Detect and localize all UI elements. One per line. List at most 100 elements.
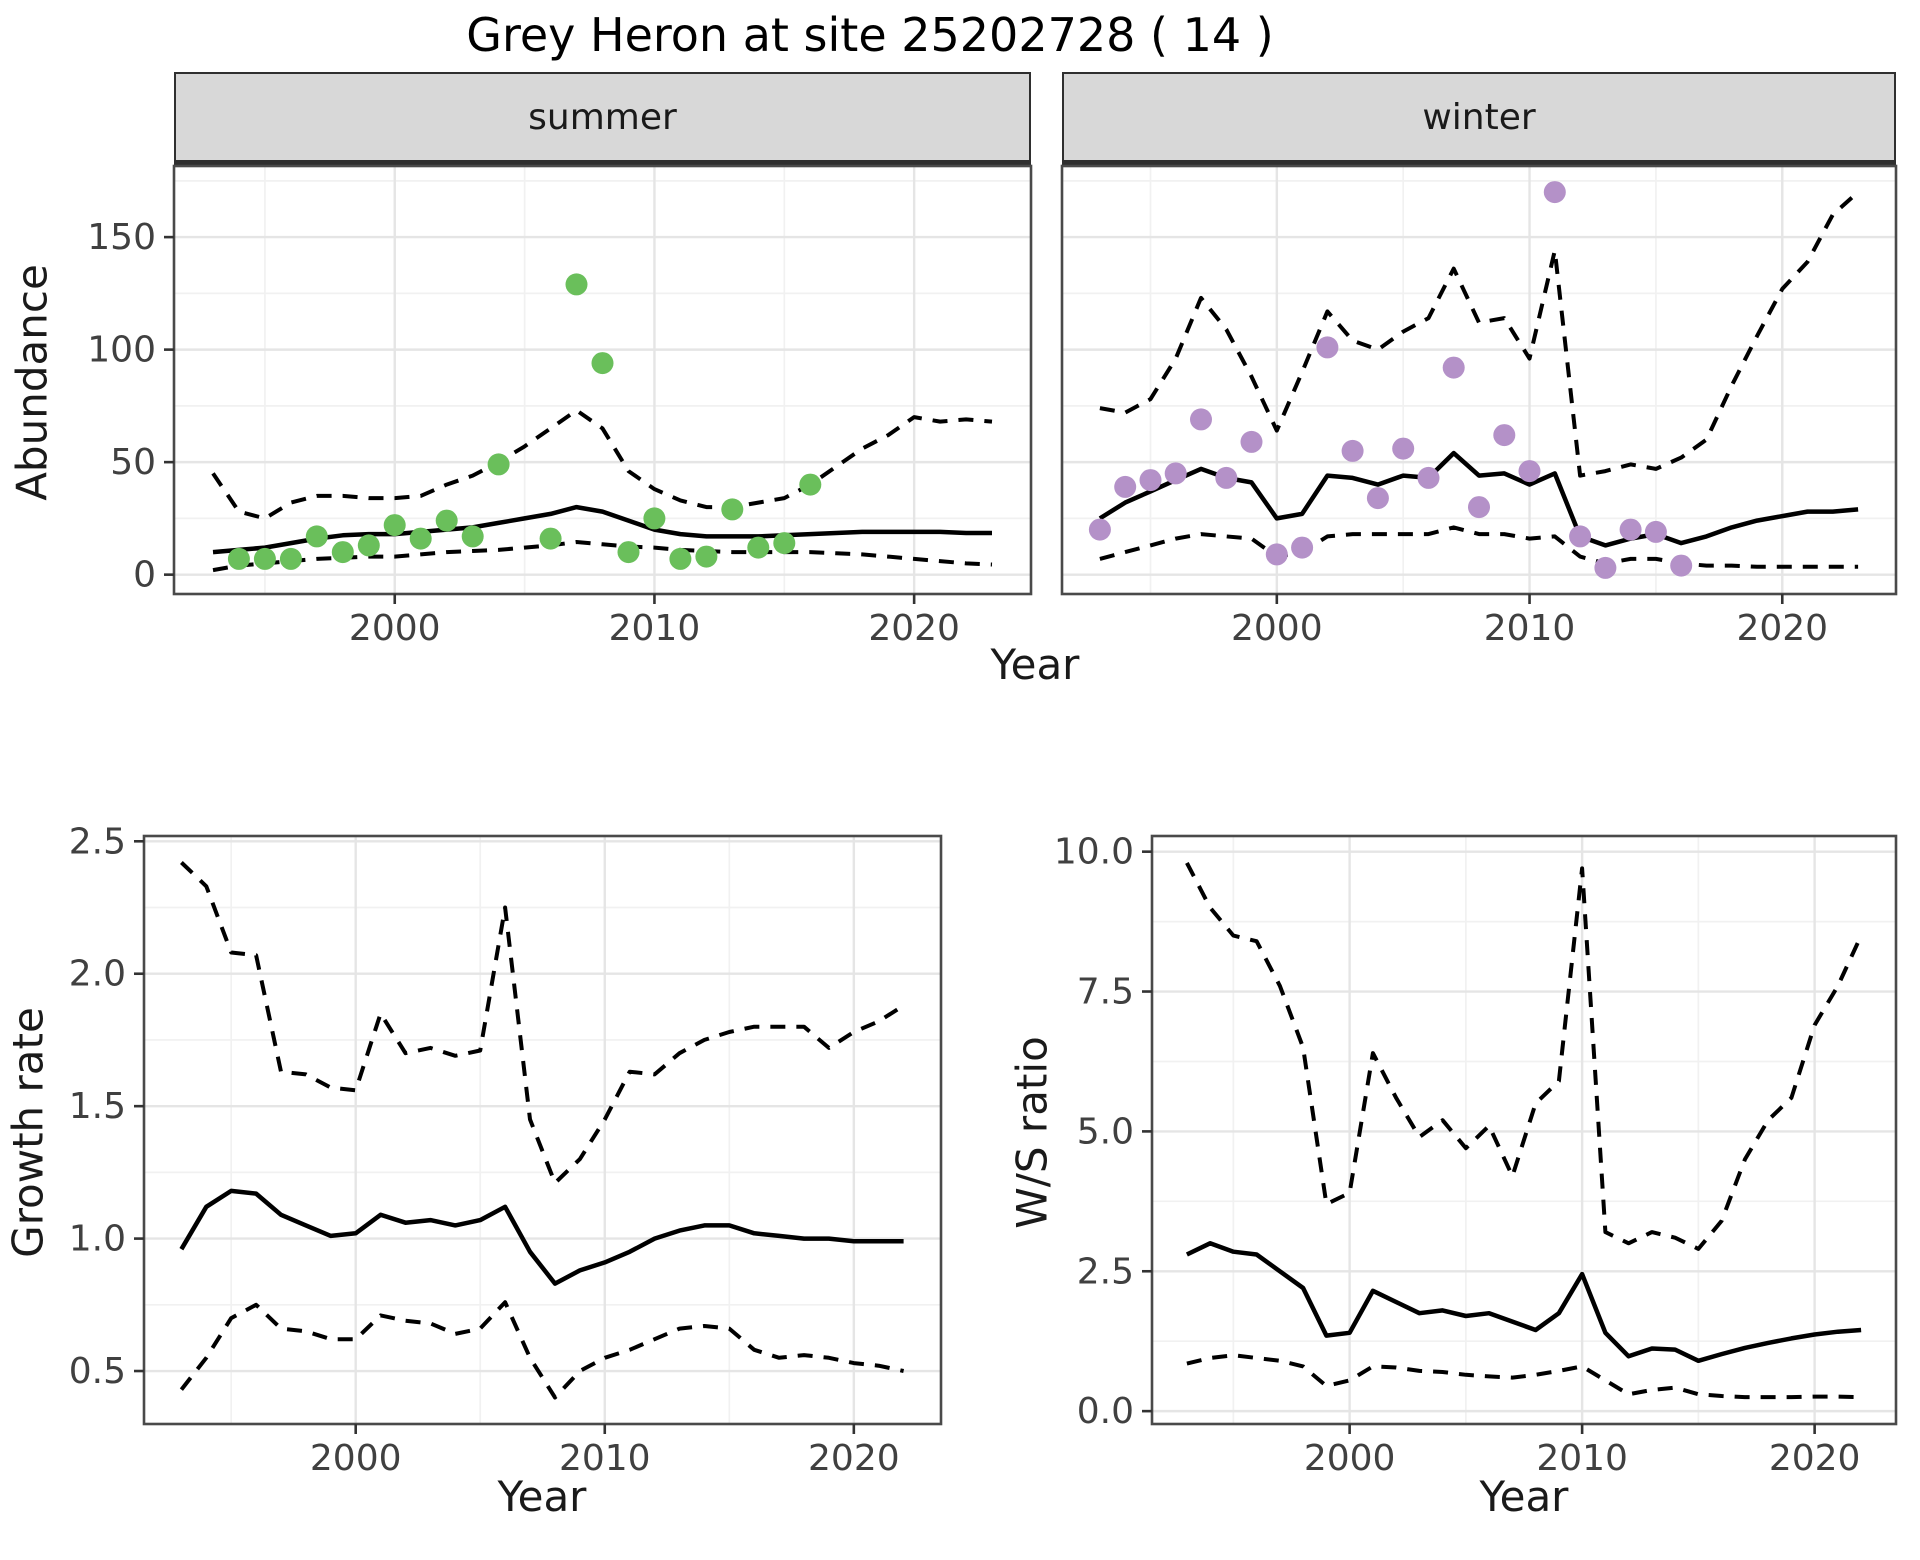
y-tick-label: 0	[133, 555, 156, 596]
x-tick-label: 2020	[868, 608, 960, 649]
series-trend	[1185, 1241, 1862, 1364]
facet-strip-winter: winter	[1062, 72, 1896, 166]
y-tick-label: 2.5	[69, 821, 126, 862]
observation-points	[1088, 181, 1693, 579]
growth-rate-plot: 2000 2010 2020 0.5 1.0 1.5 2.0 2.5	[69, 821, 943, 1479]
panel-border	[172, 164, 1033, 596]
y-tick-label: 0.5	[69, 1351, 126, 1392]
series-upper-ci	[211, 408, 993, 521]
ws-ratio-plot: 2000 2010 2020 0.0 2.5 5.0 7.5 10.0	[1054, 832, 1898, 1479]
y-axis-title-ws-ratio: W/S ratio	[1007, 1036, 1057, 1229]
data-point	[617, 541, 640, 564]
gridlines	[144, 836, 941, 1424]
panel-background	[144, 836, 941, 1424]
data-point	[1518, 460, 1541, 483]
data-point	[1442, 356, 1465, 379]
data-point	[461, 525, 484, 548]
data-point	[487, 453, 510, 476]
x-tick-label: 2010	[559, 1438, 651, 1479]
x-tick-label: 2020	[1769, 1438, 1861, 1479]
x-tick-label: 2010	[1536, 1438, 1628, 1479]
axis-ticks: 2000 2010 2020 0 50 100 150	[87, 217, 960, 649]
x-tick-label: 2000	[1304, 1438, 1396, 1479]
gridlines	[174, 166, 1031, 594]
figure-title: Grey Heron at site 25202728 ( 14 )	[466, 8, 1274, 62]
abundance-summer-plot: 2000 2010 2020 0 50 100 150	[87, 164, 1033, 649]
x-tick-label: 2000	[1231, 608, 1323, 649]
data-point	[227, 547, 250, 570]
series-lines	[1185, 861, 1863, 1400]
y-tick-label: 1.5	[69, 1086, 126, 1127]
panel-background	[1152, 836, 1896, 1424]
data-point	[1291, 536, 1314, 559]
data-point	[1569, 525, 1592, 548]
gridlines	[1062, 166, 1896, 594]
x-tick-label: 2010	[1484, 608, 1576, 649]
panel-border	[1150, 834, 1898, 1426]
data-point	[643, 507, 666, 530]
data-point	[1164, 462, 1187, 485]
facet-strip-summer: summer	[174, 72, 1031, 166]
data-point	[799, 473, 822, 496]
data-point	[721, 498, 744, 521]
y-tick-label: 5.0	[1077, 1111, 1134, 1152]
data-point	[357, 534, 380, 557]
data-point	[1468, 496, 1490, 519]
x-tick-label: 2000	[310, 1438, 402, 1479]
data-point	[747, 536, 770, 559]
data-point	[1392, 437, 1415, 460]
series-upper-ci	[1185, 861, 1863, 1251]
data-point	[1644, 520, 1667, 543]
data-point	[669, 547, 692, 570]
x-tick-label: 2010	[609, 608, 701, 649]
y-tick-label: 100	[87, 330, 156, 371]
x-axis-title-year-ws: Year	[1479, 1472, 1569, 1521]
series-lower-ci	[179, 1300, 905, 1400]
y-tick-label: 150	[87, 217, 156, 258]
series-trend	[179, 1188, 904, 1286]
data-point	[773, 532, 796, 555]
y-tick-label: 50	[110, 442, 156, 483]
abundance-winter-plot: 2000 2010 2020	[1060, 164, 1898, 649]
y-tick-label: 10.0	[1054, 832, 1134, 873]
data-point	[695, 545, 718, 568]
data-point	[435, 509, 458, 532]
axis-ticks: 2000 2010 2020 0.5 1.0 1.5 2.0 2.5	[69, 821, 900, 1479]
data-point	[1543, 181, 1566, 204]
data-point	[1417, 466, 1440, 489]
facet-strip-summer-label: summer	[528, 96, 677, 138]
data-point	[383, 514, 406, 537]
y-tick-label: 2.0	[69, 954, 126, 995]
data-point	[331, 541, 354, 564]
axis-ticks: 2000 2010 2020 0.0 2.5 5.0 7.5 10.0	[1054, 832, 1861, 1479]
series-lower-ci	[1186, 1353, 1862, 1400]
data-point	[1594, 556, 1617, 579]
data-point	[1114, 475, 1137, 498]
y-axis-title-growth-rate: Growth rate	[3, 1007, 53, 1258]
data-point	[1190, 408, 1212, 431]
data-point	[1619, 518, 1642, 541]
axis-ticks: 2000 2010 2020	[1231, 594, 1828, 649]
data-point	[565, 273, 588, 296]
data-point	[305, 525, 328, 548]
data-point	[1670, 554, 1693, 577]
series-upper-ci	[1099, 190, 1860, 478]
x-axis-title-year-top: Year	[990, 640, 1080, 689]
series-trend	[212, 504, 992, 555]
panel-border	[142, 834, 943, 1426]
data-point	[1265, 543, 1288, 566]
y-tick-label: 1.0	[69, 1219, 126, 1260]
data-point	[1493, 424, 1516, 447]
data-point	[539, 527, 562, 550]
x-axis-title-year-growth: Year	[497, 1472, 587, 1521]
data-point	[253, 547, 276, 570]
data-point	[1316, 336, 1339, 359]
data-point	[1366, 487, 1389, 510]
data-point	[1088, 518, 1111, 541]
data-point	[1240, 430, 1263, 453]
panel-border	[1060, 164, 1898, 596]
x-tick-label: 2020	[1736, 608, 1828, 649]
facet-strip-winter-label: winter	[1422, 96, 1536, 138]
x-tick-label: 2020	[808, 1438, 900, 1479]
